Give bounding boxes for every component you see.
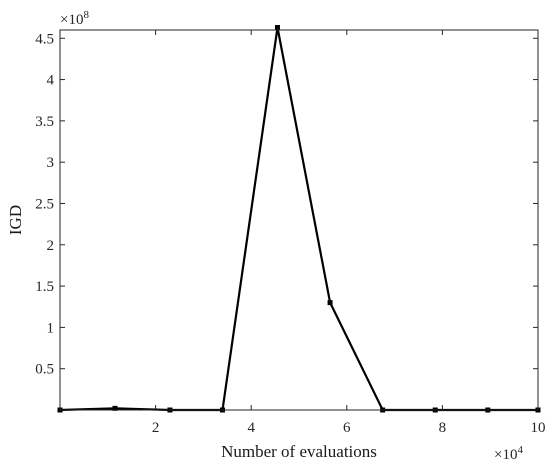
y-tick-label: 3.5 [35,114,54,130]
y-axis-title: IGD [6,205,25,235]
y-tick-label: 4 [47,73,55,89]
y-tick-label: 1.5 [35,279,54,295]
x-axis-title: Number of evaluations [221,442,377,461]
x-tick-label: 6 [343,420,351,436]
x-tick-label: 4 [247,420,255,436]
axis-ticks [60,30,539,410]
data-point [327,300,333,306]
y-tick-label: 2.5 [35,196,54,212]
x-tick-label: 10 [531,420,546,436]
y-tick-label: 0.5 [35,362,54,378]
y-tick-label: 2 [47,238,55,254]
axes-box [59,29,539,411]
x-exponent-label: ×104 [494,444,523,463]
x-tick-label: 8 [439,420,447,436]
x-tick-label: 2 [152,420,160,436]
y-tick-label: 1 [47,320,55,336]
axis-tick-labels: 2 4 6 8 10 0.5 1 1.5 2 2.5 3 3.5 4 4.5 [35,31,545,436]
y-tick-label: 4.5 [35,31,54,47]
y-exponent-label: ×108 [60,9,89,28]
data-point [112,405,118,411]
plot-area [60,30,538,410]
y-tick-label: 3 [47,155,55,171]
data-point [274,25,280,31]
